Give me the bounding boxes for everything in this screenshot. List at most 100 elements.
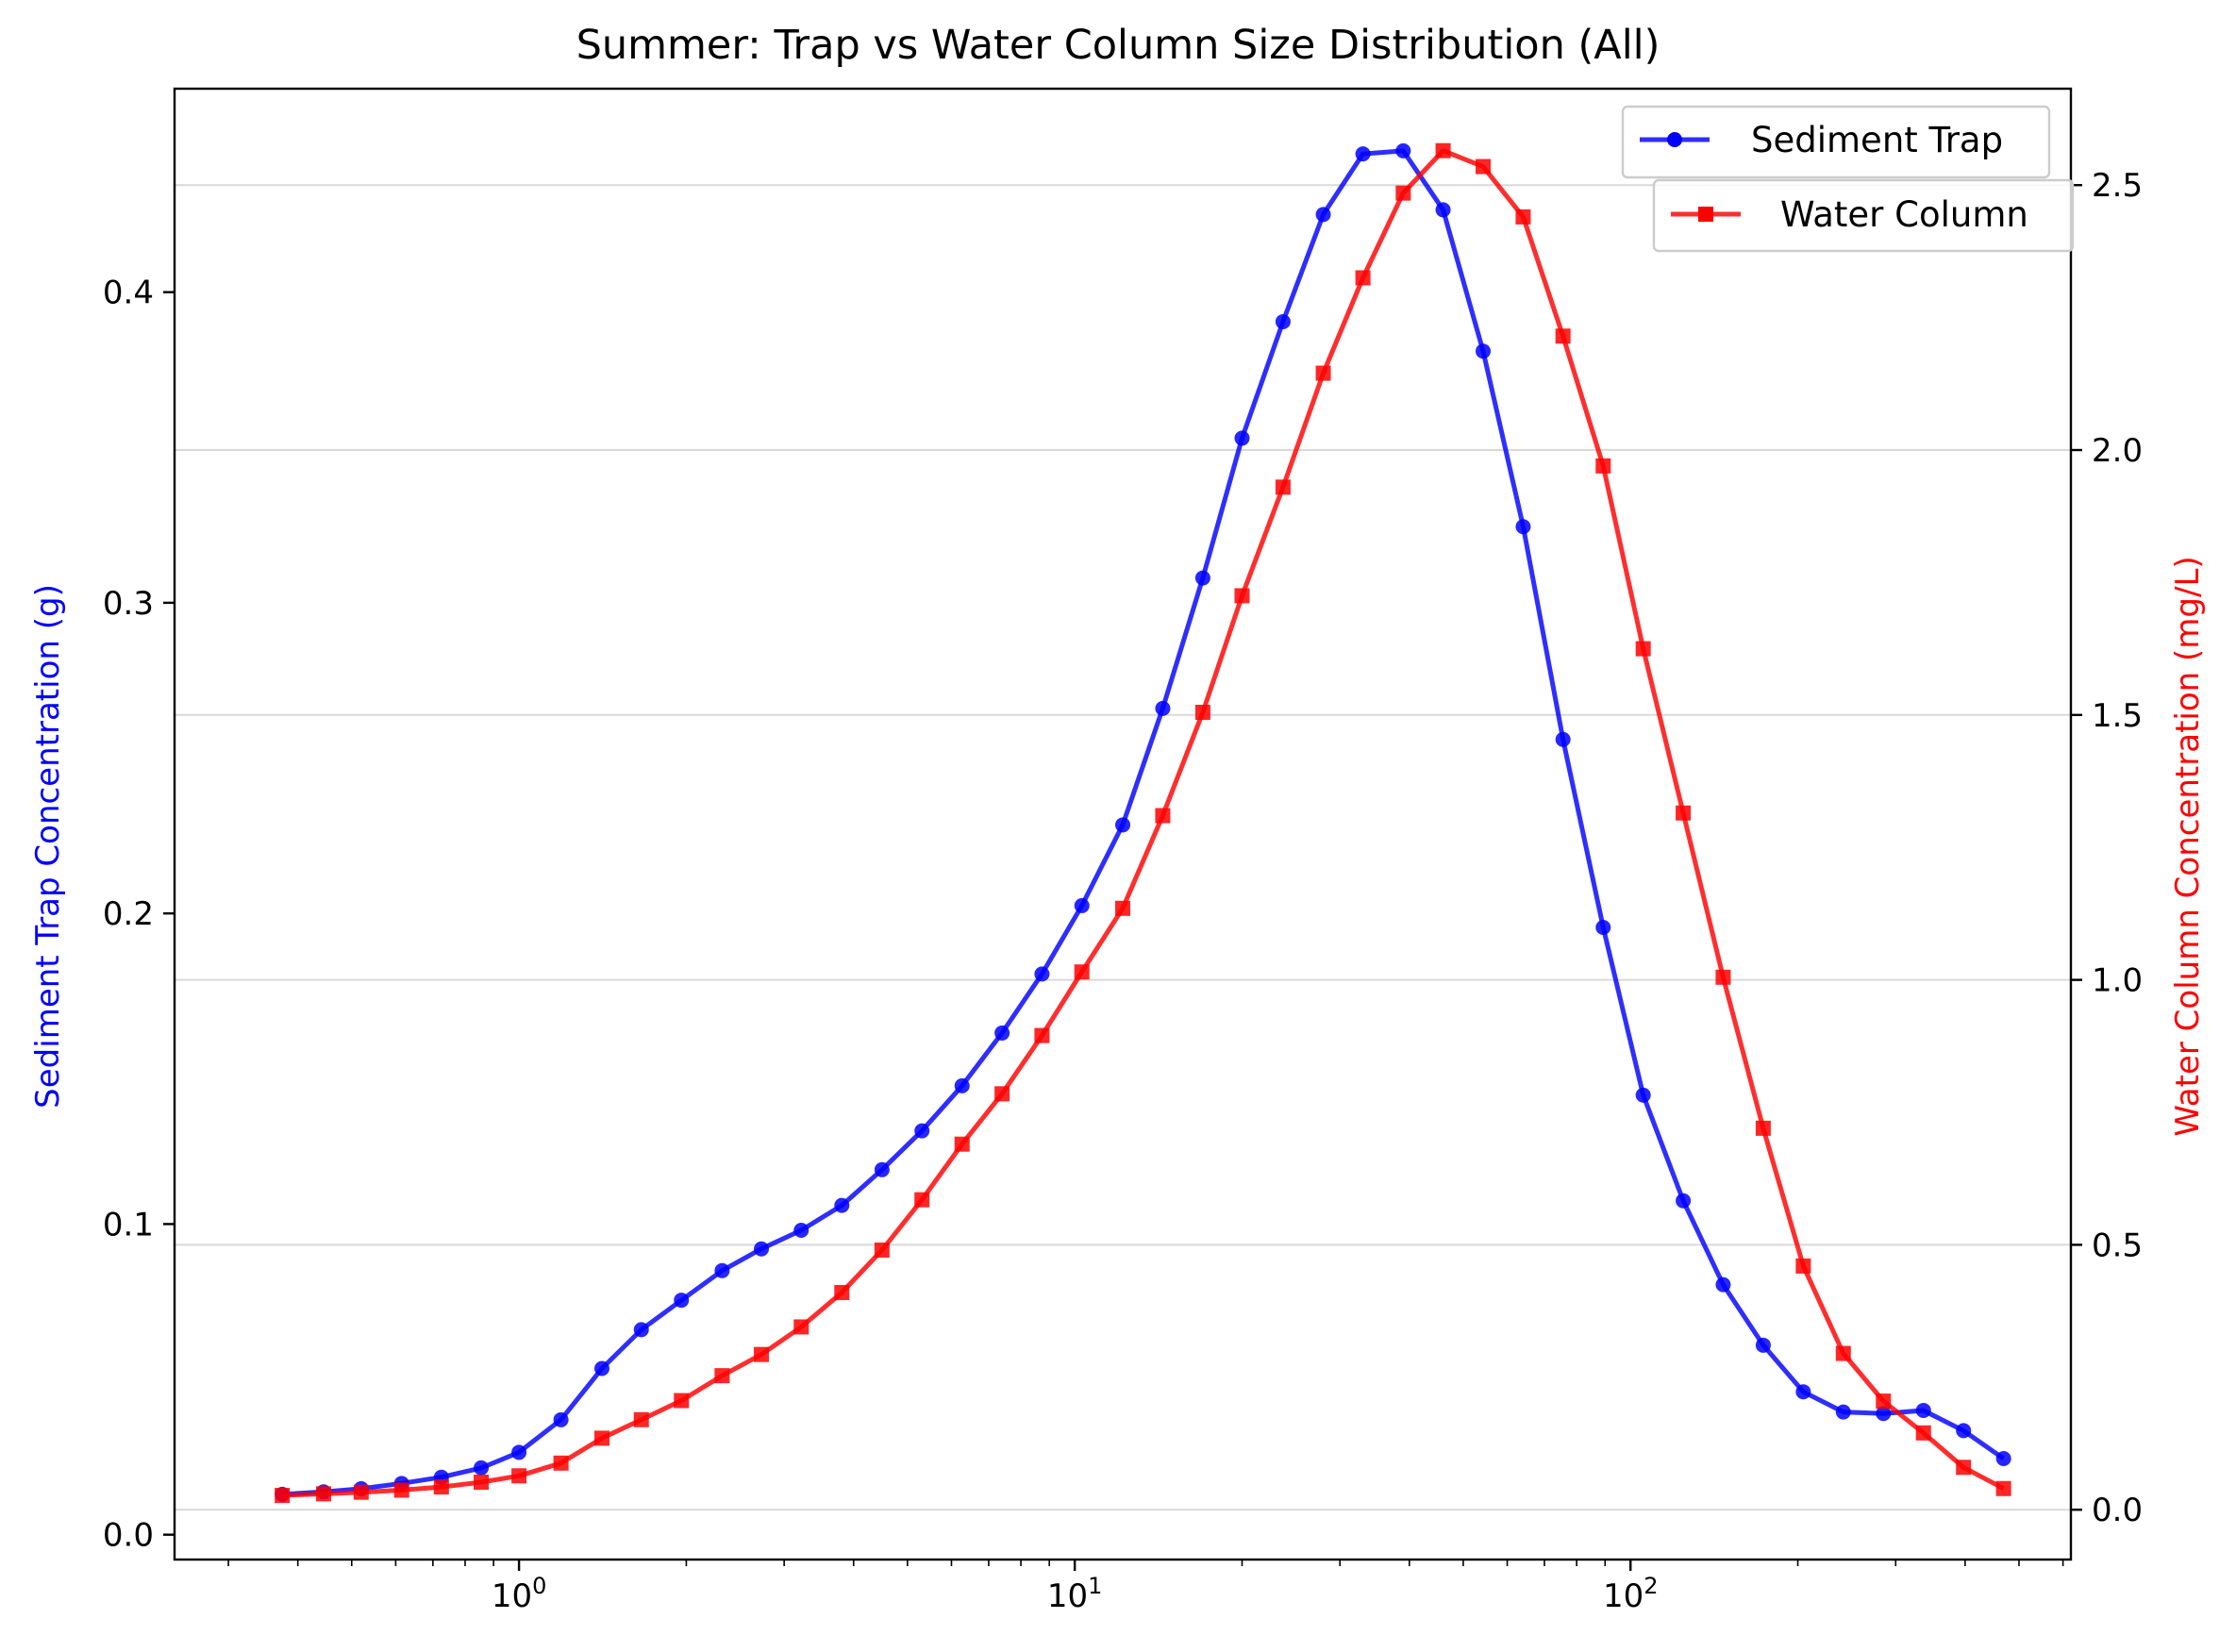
data-point-water-column (511, 1468, 527, 1484)
data-point-water-column (1275, 479, 1291, 495)
data-point-sediment-trap (1795, 1384, 1811, 1400)
data-point-water-column (834, 1284, 850, 1300)
data-point-sediment-trap (754, 1241, 770, 1257)
data-point-water-column (1074, 964, 1090, 980)
data-point-water-column (1715, 969, 1731, 985)
data-point-water-column (433, 1479, 449, 1495)
data-point-sediment-trap (633, 1322, 649, 1338)
legend-marker-circle (1667, 132, 1682, 147)
data-point-sediment-trap (1956, 1423, 1972, 1439)
y-axis-label-left: Sediment Trap Concentration (g) (29, 584, 67, 1109)
data-point-sediment-trap (1234, 430, 1250, 446)
legend-label-water-column: Water Column (1780, 194, 2028, 235)
data-point-sediment-trap (1515, 519, 1531, 535)
data-point-water-column (793, 1319, 809, 1335)
data-point-water-column (315, 1486, 331, 1502)
data-point-sediment-trap (1676, 1193, 1692, 1209)
data-point-sediment-trap (954, 1077, 970, 1093)
data-point-sediment-trap (834, 1197, 850, 1213)
data-point-water-column (1835, 1345, 1851, 1361)
data-point-sediment-trap (1155, 700, 1171, 716)
data-point-sediment-trap (511, 1444, 527, 1460)
data-point-sediment-trap (1595, 919, 1611, 935)
data-point-sediment-trap (793, 1222, 809, 1238)
data-point-sediment-trap (1555, 731, 1571, 747)
data-point-sediment-trap (1435, 202, 1451, 218)
data-point-sediment-trap (1635, 1087, 1651, 1103)
data-point-water-column (275, 1488, 291, 1504)
y-right-tick-label: 2.5 (2092, 167, 2143, 205)
data-point-water-column (1555, 328, 1571, 344)
data-point-sediment-trap (1194, 570, 1210, 586)
data-point-water-column (1915, 1425, 1931, 1441)
data-point-sediment-trap (1476, 343, 1492, 359)
y-axis-label-right: Water Column Concentration (mg/L) (2169, 556, 2207, 1136)
axis-layer: 0.0 0.1 0.2 0.3 0.4 0.0 0.5 1.0 1.5 2.0 2.5 100 101 1… (103, 167, 2143, 1615)
y-left-tick-label: 0.1 (103, 1206, 154, 1243)
legend-marker-square (1698, 207, 1713, 222)
chart-title: Summer: Trap vs Water Column Size Distri… (576, 22, 1660, 69)
data-point-sediment-trap (674, 1293, 690, 1309)
data-point-water-column (1115, 900, 1131, 916)
y-right-tick-label: 1.0 (2092, 962, 2143, 1000)
legend-sediment-trap: Sediment Trap (1621, 105, 2051, 179)
data-point-sediment-trap (553, 1411, 569, 1427)
data-point-water-column (1876, 1393, 1892, 1410)
data-point-water-column (954, 1136, 970, 1152)
data-point-sediment-trap (994, 1025, 1010, 1041)
data-point-sediment-trap (1715, 1277, 1731, 1293)
data-point-water-column (553, 1455, 569, 1471)
data-point-water-column (1515, 209, 1531, 225)
data-point-sediment-trap (1115, 817, 1131, 833)
data-point-water-column (1595, 458, 1611, 474)
data-point-water-column (1234, 588, 1250, 604)
data-point-water-column (1795, 1258, 1811, 1274)
data-point-water-column (714, 1368, 730, 1384)
data-point-water-column (1355, 270, 1371, 286)
data-point-sediment-trap (1275, 313, 1291, 329)
data-point-water-column (353, 1484, 369, 1500)
data-point-water-column (593, 1430, 609, 1446)
data-point-water-column (1956, 1460, 1972, 1476)
data-point-water-column (1315, 365, 1331, 381)
series-line-sediment-trap (282, 148, 2006, 1497)
data-point-sediment-trap (1876, 1406, 1892, 1422)
data-point-sediment-trap (1315, 207, 1331, 223)
data-point-water-column (1034, 1027, 1050, 1043)
data-point-water-column (874, 1243, 890, 1259)
data-point-water-column (994, 1086, 1010, 1102)
data-point-water-column (393, 1482, 409, 1498)
data-point-sediment-trap (874, 1161, 890, 1177)
data-point-water-column (633, 1411, 649, 1427)
y-left-tick-label: 0.0 (103, 1517, 154, 1555)
y-right-tick-label: 2.0 (2092, 432, 2143, 470)
x-tick-label: 100 (492, 1573, 547, 1615)
data-point-water-column (1995, 1480, 2011, 1496)
series-layer (275, 142, 2011, 1504)
data-point-sediment-trap (593, 1360, 609, 1377)
data-point-sediment-trap (714, 1262, 730, 1278)
data-point-water-column (1676, 805, 1692, 821)
y-right-tick-label: 0.0 (2092, 1492, 2143, 1529)
legend-label-sediment-trap: Sediment Trap (1751, 120, 2003, 160)
data-point-water-column (914, 1192, 930, 1208)
data-point-sediment-trap (1074, 897, 1090, 913)
data-point-sediment-trap (1915, 1402, 1931, 1418)
data-point-sediment-trap (1995, 1450, 2011, 1466)
data-point-water-column (674, 1393, 690, 1409)
y-left-tick-label: 0.3 (103, 585, 154, 623)
data-point-sediment-trap (914, 1123, 930, 1139)
data-point-water-column (1755, 1120, 1771, 1136)
data-point-water-column (1476, 159, 1492, 175)
data-point-water-column (1395, 185, 1411, 201)
plot-frame (173, 87, 2073, 1561)
data-point-water-column (474, 1475, 490, 1491)
y-right-tick-label: 0.5 (2092, 1226, 2143, 1264)
data-point-water-column (1155, 808, 1171, 824)
data-point-sediment-trap (474, 1460, 490, 1476)
data-point-sediment-trap (1755, 1337, 1771, 1353)
data-point-water-column (1635, 641, 1651, 657)
legend-box (1621, 105, 2051, 179)
data-point-water-column (1435, 142, 1451, 159)
